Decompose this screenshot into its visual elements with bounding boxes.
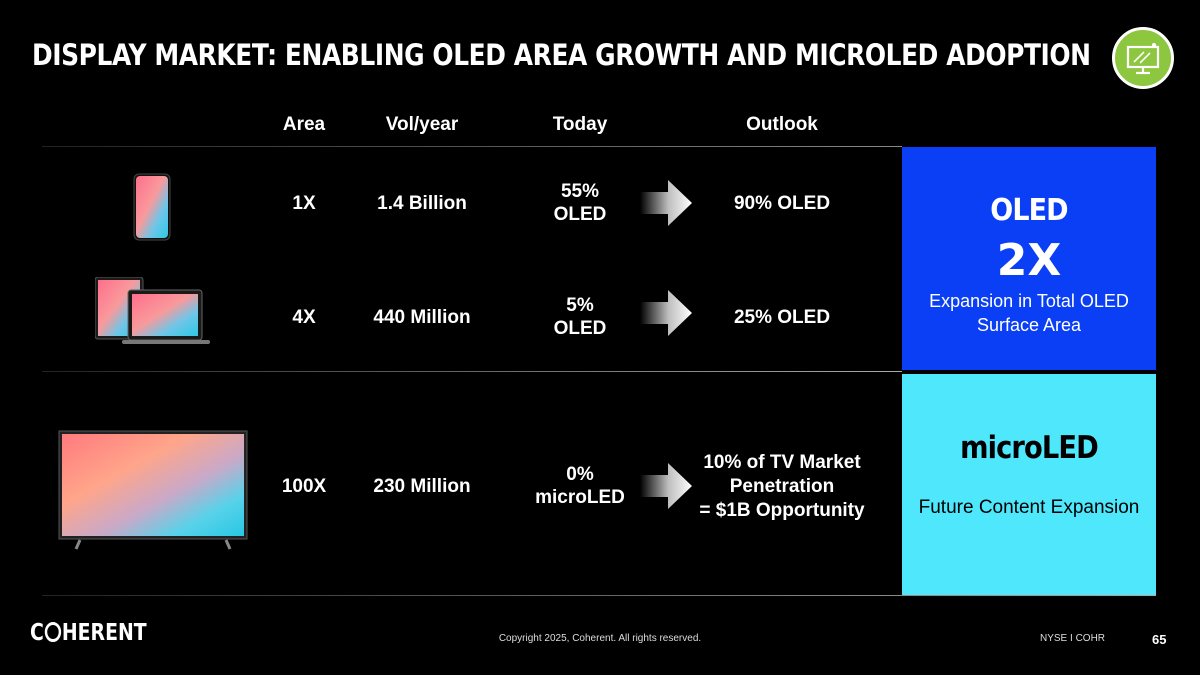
- page-number: 65: [1152, 632, 1167, 647]
- row1-today: 55% OLED: [553, 181, 607, 225]
- row3-vol: 230 Million: [373, 476, 471, 497]
- coherent-logo: C HERENT: [30, 620, 147, 646]
- row2-today: 5% OLED: [553, 295, 607, 339]
- television-icon: [58, 430, 248, 550]
- row3-outlook: 10% of TV Market Penetration = $1B Oppor…: [699, 452, 865, 521]
- display-monitor-icon: [1126, 43, 1160, 75]
- logo-globe-icon: [44, 622, 62, 642]
- copyright-text: Copyright 2025, Coherent. All rights res…: [498, 633, 702, 644]
- ticker-text: NYSE I COHR: [1040, 633, 1106, 644]
- microled-panel: microLED Future Content Expansion: [902, 374, 1156, 595]
- microled-panel-title: microLED: [960, 430, 1099, 466]
- row3-area: 100X: [281, 476, 327, 497]
- display-badge: [1112, 27, 1174, 89]
- page-title: DISPLAY MARKET: ENABLING OLED AREA GROWT…: [32, 38, 1091, 72]
- row2-outlook: 25% OLED: [733, 307, 831, 328]
- oled-panel: OLED 2X Expansion in Total OLED Surface …: [902, 147, 1156, 370]
- oled-panel-multiplier: 2X: [996, 235, 1062, 286]
- oled-panel-desc: Expansion in Total OLED Surface Area: [929, 291, 1129, 335]
- oled-panel-title: OLED: [990, 193, 1068, 228]
- divider-middle: [42, 371, 902, 372]
- row2-vol: 440 Million: [373, 307, 471, 328]
- row3-today: 0% microLED: [535, 464, 625, 508]
- divider-top: [42, 146, 902, 147]
- header-vol: Vol/year: [385, 114, 459, 135]
- header-outlook: Outlook: [746, 114, 818, 135]
- divider-bottom: [42, 595, 1156, 596]
- arrow-right-icon: [640, 463, 692, 509]
- row2-area: 4X: [292, 307, 316, 328]
- header-area: Area: [282, 114, 326, 135]
- smartphone-icon: [133, 173, 171, 241]
- header-today: Today: [552, 114, 608, 135]
- microled-panel-desc: Future Content Expansion: [918, 497, 1140, 518]
- arrow-right-icon: [640, 290, 692, 336]
- row1-vol: 1.4 Billion: [377, 193, 467, 214]
- tablet-laptop-icon: [95, 277, 210, 344]
- row1-area: 1X: [292, 193, 316, 214]
- row1-outlook: 90% OLED: [733, 193, 831, 214]
- arrow-right-icon: [640, 180, 692, 226]
